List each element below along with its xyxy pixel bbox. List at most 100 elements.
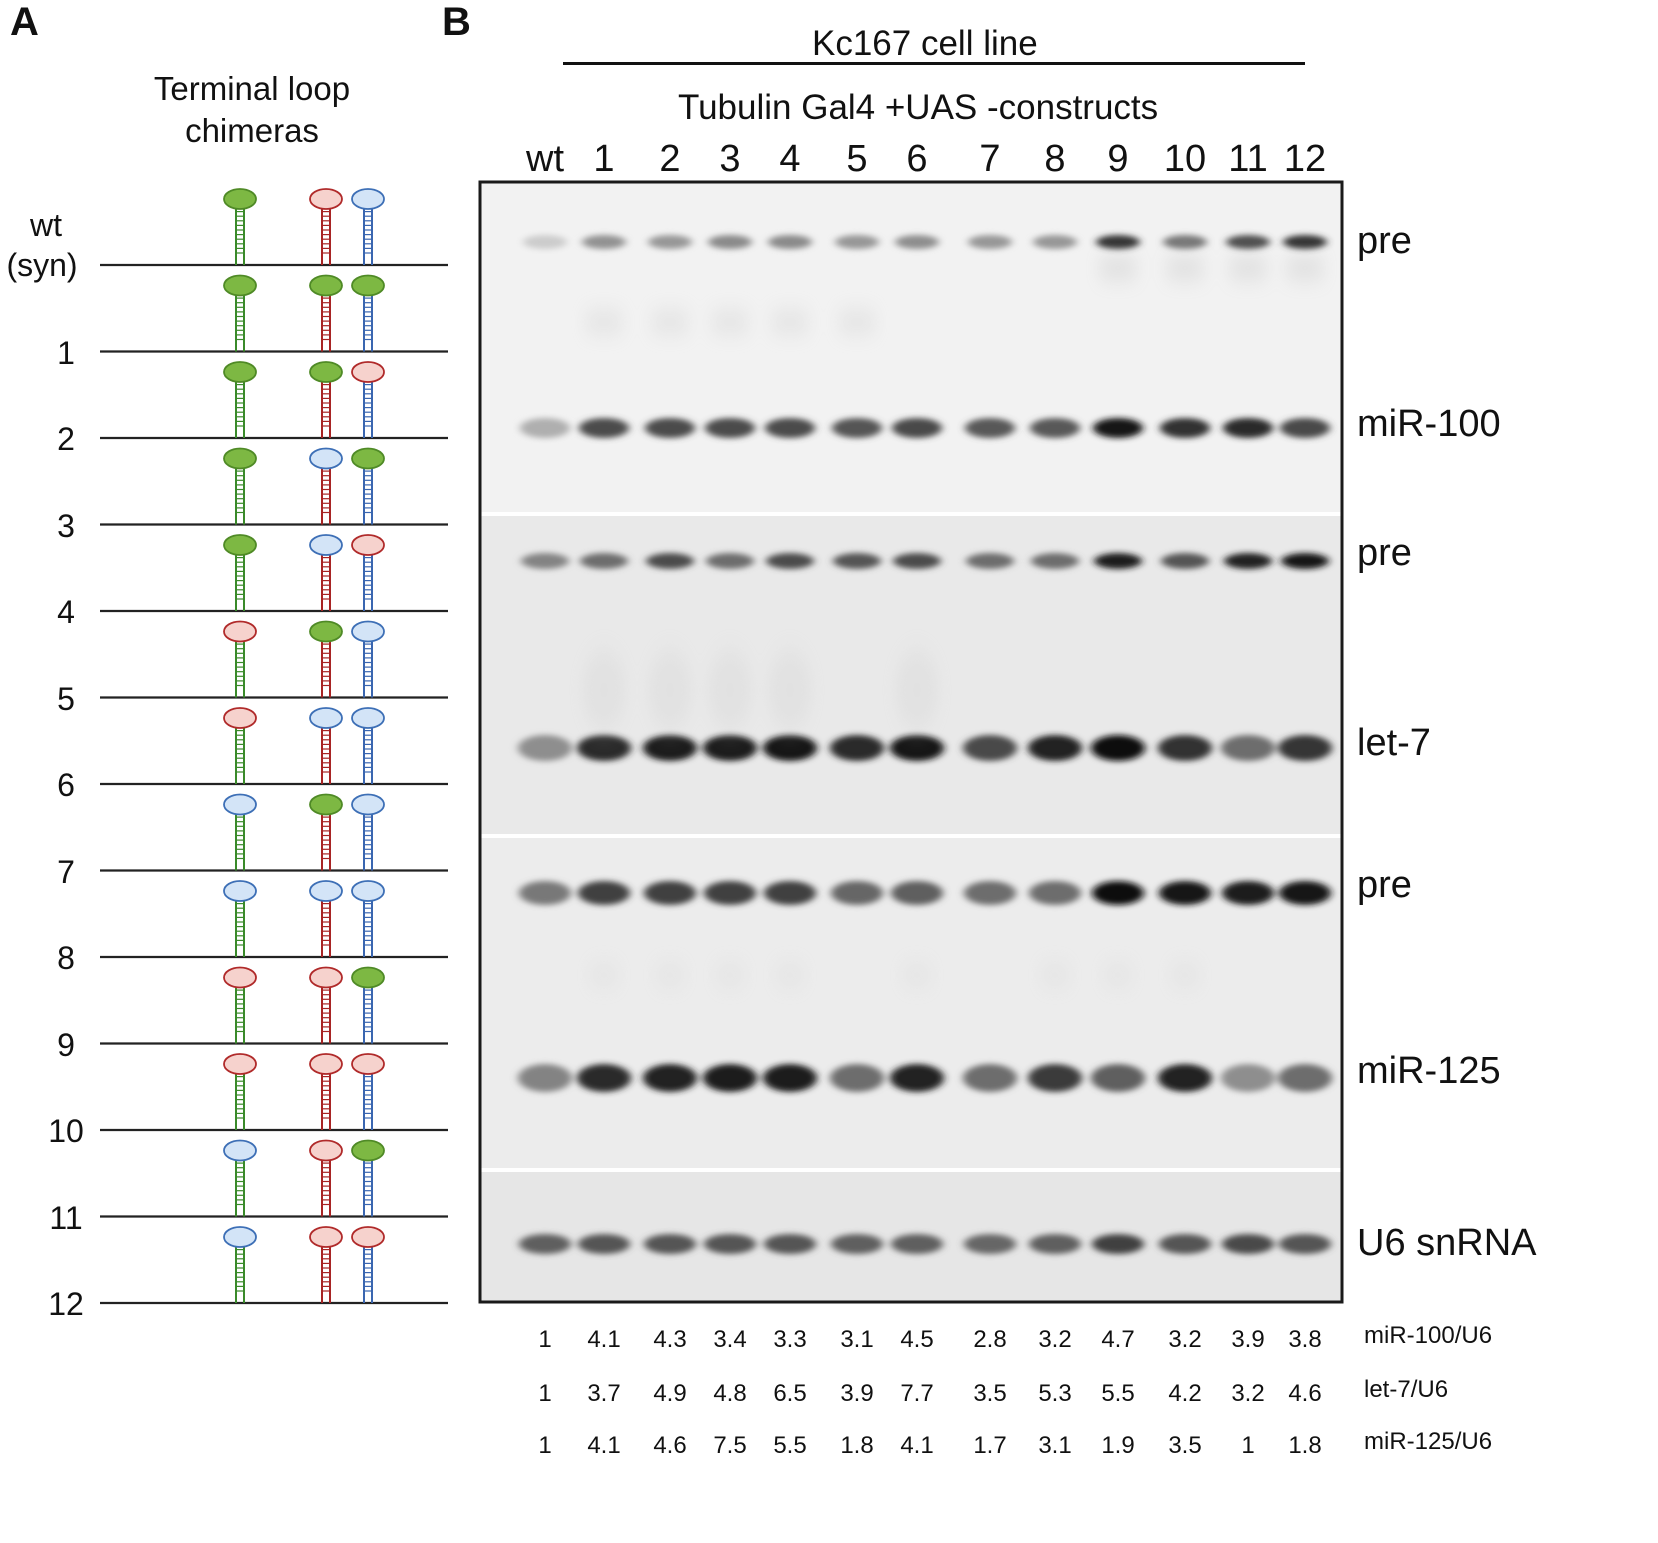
construct-5	[100, 620, 448, 699]
hairpin	[351, 880, 385, 957]
loop-blue	[309, 534, 343, 556]
band-pre-100	[768, 235, 812, 249]
quant-value: 1.8	[840, 1432, 874, 1459]
band-mir-100	[520, 418, 570, 438]
quant-value: 4.1	[587, 1432, 621, 1459]
construct-label: 6	[57, 767, 75, 803]
construct-label: 2	[57, 421, 75, 457]
construct-label: 9	[57, 1026, 75, 1063]
quant-value: 5.3	[1038, 1380, 1072, 1407]
faint-band	[772, 967, 808, 983]
loop-blue	[309, 707, 343, 729]
hairpin	[309, 361, 343, 438]
band-let7	[643, 735, 697, 761]
lane-label: wt	[526, 138, 564, 180]
loop-green	[309, 361, 343, 383]
band-pre-100	[523, 235, 567, 249]
hairpin	[351, 620, 385, 698]
quant-value: 1.8	[1288, 1432, 1322, 1459]
lane-label: 8	[1044, 138, 1066, 180]
quant-value: 1	[1241, 1432, 1255, 1459]
construct-12	[100, 1226, 448, 1305]
quant-value: 3.2	[1231, 1380, 1265, 1407]
quant-value: 1	[538, 1432, 552, 1459]
hairpin	[309, 534, 343, 611]
construct-2	[100, 361, 448, 440]
loop-green	[223, 447, 257, 470]
faint-band	[1100, 967, 1136, 983]
band-mir-100	[1160, 418, 1210, 438]
band-mir-125	[890, 1064, 944, 1092]
band-u6	[1279, 1234, 1331, 1254]
faint-band	[1163, 261, 1207, 275]
band-mir-125	[830, 1064, 884, 1092]
band-pre-125	[1279, 881, 1331, 905]
hairpin	[351, 966, 385, 1044]
construct-label: 12	[48, 1286, 84, 1322]
hairpin	[309, 793, 343, 871]
band-pre-125	[644, 881, 696, 905]
band-mir-100	[765, 418, 815, 438]
band-pre-let7	[1161, 553, 1209, 569]
band-pre-100	[1096, 235, 1140, 249]
quant-value: 3.9	[1231, 1326, 1265, 1353]
blot-strip-1	[480, 182, 1342, 512]
quant-row-label: miR-100/U6	[1364, 1322, 1493, 1349]
quant-value: 2.8	[973, 1326, 1007, 1353]
band-mir-125	[963, 1064, 1017, 1092]
quant-value: 4.2	[1168, 1380, 1202, 1407]
faint-band	[582, 314, 626, 330]
band-pre-125	[1159, 881, 1211, 905]
hairpin	[351, 447, 385, 525]
quant-value: 1.7	[973, 1432, 1007, 1459]
band-label: U6 snRNA	[1357, 1222, 1537, 1264]
hairpin	[309, 620, 343, 698]
blot-frame	[478, 180, 1344, 1304]
loop-red	[223, 707, 257, 729]
faint-band	[712, 967, 748, 983]
band-label: pre	[1357, 220, 1412, 262]
loop-blue	[223, 793, 257, 816]
quant-value: 4.8	[713, 1380, 747, 1407]
band-mir-125	[577, 1064, 631, 1092]
construct-label: 5	[57, 680, 75, 717]
band-pre-100	[648, 235, 692, 249]
band-u6	[891, 1234, 943, 1254]
loop-blue	[351, 707, 385, 729]
loop-blue	[351, 188, 385, 210]
faint-band	[708, 314, 752, 330]
band-pre-let7	[580, 553, 628, 569]
band-pre-125	[704, 881, 756, 905]
lane-label: 12	[1283, 138, 1327, 180]
loop-red	[309, 966, 343, 989]
hairpin	[223, 966, 257, 1044]
faint-band	[648, 314, 692, 330]
construct-4	[100, 534, 448, 613]
band-pre-125	[831, 881, 883, 905]
band-u6	[1029, 1234, 1081, 1254]
band-let7	[703, 735, 757, 761]
band-pre-125	[891, 881, 943, 905]
loop-red	[351, 1226, 385, 1248]
hairpin	[351, 274, 385, 352]
quant-value: 3.9	[840, 1380, 874, 1407]
band-pre-100	[708, 235, 752, 249]
quant-value: 6.5	[773, 1380, 807, 1407]
quant-row-label: miR-125/U6	[1364, 1428, 1493, 1455]
hairpin	[223, 274, 257, 352]
band-pre-125	[1029, 881, 1081, 905]
band-pre-let7	[521, 553, 569, 569]
faint-band	[768, 314, 812, 330]
smear	[582, 650, 626, 730]
band-u6	[578, 1234, 630, 1254]
band-mir-100	[1280, 418, 1330, 438]
band-pre-100	[1033, 235, 1077, 249]
hairpin	[223, 447, 257, 525]
band-u6	[519, 1234, 571, 1254]
lane-label: 5	[846, 138, 868, 180]
hairpin	[223, 793, 257, 871]
band-pre-let7	[706, 553, 754, 569]
band-pre-let7	[1031, 553, 1079, 569]
strip-separator	[482, 834, 1340, 838]
hairpin	[223, 1053, 257, 1130]
